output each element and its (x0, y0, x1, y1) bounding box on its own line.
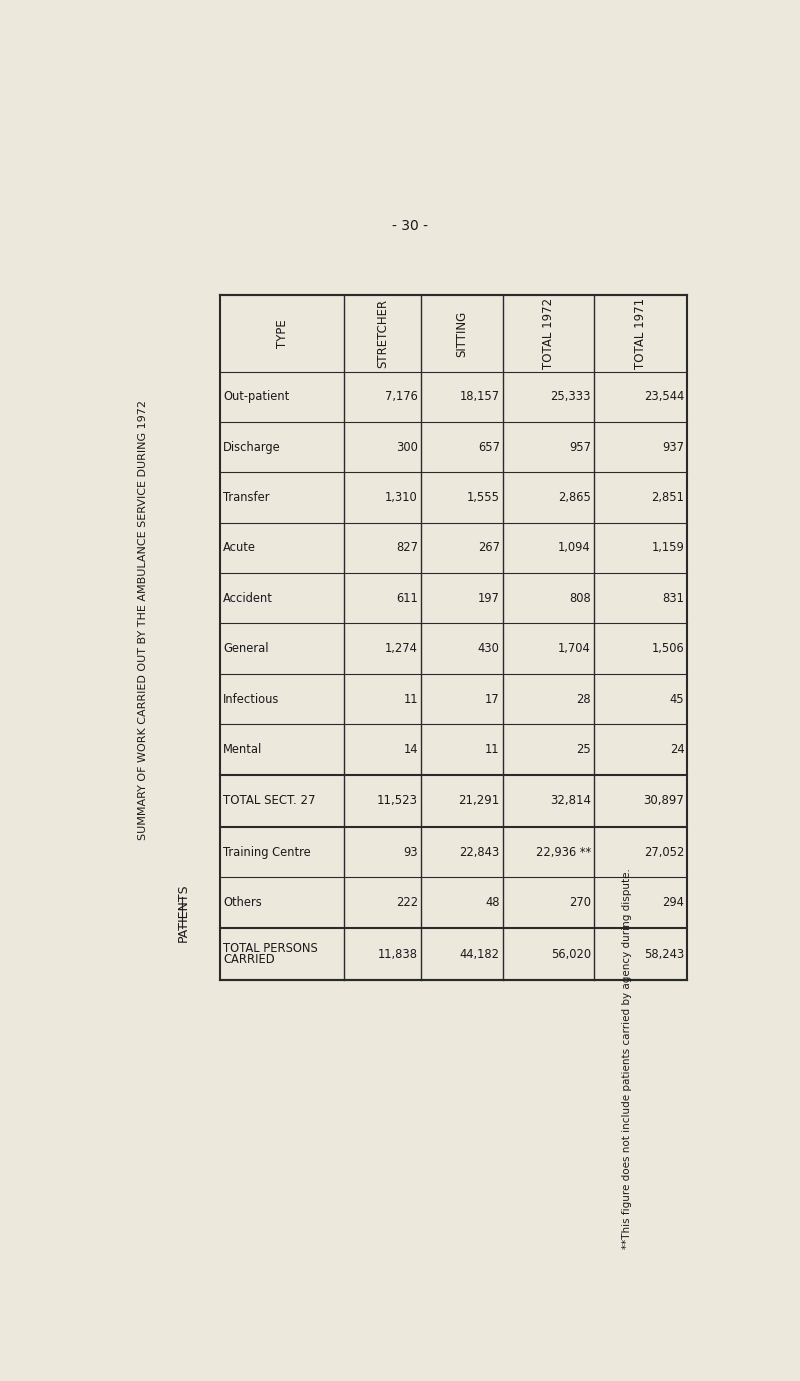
Text: 11: 11 (486, 743, 500, 755)
Text: CARRIED: CARRIED (223, 953, 275, 965)
Text: 14: 14 (403, 743, 418, 755)
Text: 222: 222 (396, 896, 418, 909)
Text: 1,159: 1,159 (652, 541, 684, 554)
Text: TOTAL 1971: TOTAL 1971 (634, 298, 647, 369)
Text: 24: 24 (670, 743, 684, 755)
Text: 2,865: 2,865 (558, 492, 591, 504)
Text: SITTING: SITTING (455, 311, 469, 356)
Text: - 30 -: - 30 - (392, 218, 428, 233)
Text: 2,851: 2,851 (651, 492, 684, 504)
Text: 430: 430 (478, 642, 500, 655)
Text: 48: 48 (486, 896, 500, 909)
Text: 45: 45 (670, 692, 684, 706)
Text: 827: 827 (396, 541, 418, 554)
Text: Mental: Mental (223, 743, 262, 755)
Text: 22,843: 22,843 (459, 845, 500, 859)
Text: 831: 831 (662, 592, 684, 605)
Text: 11: 11 (403, 692, 418, 706)
Text: 1,310: 1,310 (386, 492, 418, 504)
Text: 11,838: 11,838 (378, 947, 418, 961)
Text: 17: 17 (485, 692, 500, 706)
Text: 25,333: 25,333 (550, 391, 591, 403)
Text: 1,555: 1,555 (466, 492, 500, 504)
Text: SUMMARY OF WORK CARRIED OUT BY THE AMBULANCE SERVICE DURING 1972: SUMMARY OF WORK CARRIED OUT BY THE AMBUL… (138, 400, 148, 840)
Text: Transfer: Transfer (223, 492, 270, 504)
Text: TOTAL PERSONS: TOTAL PERSONS (223, 942, 318, 956)
Text: 25: 25 (576, 743, 591, 755)
Text: 957: 957 (569, 441, 591, 454)
Text: STRETCHER: STRETCHER (376, 298, 389, 367)
Text: 197: 197 (478, 592, 500, 605)
Text: 1,094: 1,094 (558, 541, 591, 554)
Text: 56,020: 56,020 (550, 947, 591, 961)
Text: 1,506: 1,506 (652, 642, 684, 655)
Text: TYPE: TYPE (275, 319, 289, 348)
Text: General: General (223, 642, 269, 655)
Text: 32,814: 32,814 (550, 794, 591, 808)
Text: 7,176: 7,176 (385, 391, 418, 403)
Text: Out-patient: Out-patient (223, 391, 290, 403)
Text: 44,182: 44,182 (460, 947, 500, 961)
Text: 937: 937 (662, 441, 684, 454)
Text: 23,544: 23,544 (644, 391, 684, 403)
Text: PATIENTS: PATIENTS (178, 884, 190, 942)
Text: Acute: Acute (223, 541, 256, 554)
Text: 1,704: 1,704 (558, 642, 591, 655)
Text: Discharge: Discharge (223, 441, 281, 454)
Text: 294: 294 (662, 896, 684, 909)
Text: 93: 93 (403, 845, 418, 859)
Text: 808: 808 (569, 592, 591, 605)
Text: TOTAL SECT. 27: TOTAL SECT. 27 (223, 794, 316, 808)
Text: Training Centre: Training Centre (223, 845, 311, 859)
Text: Others: Others (223, 896, 262, 909)
Text: Infectious: Infectious (223, 692, 280, 706)
Text: 30,897: 30,897 (643, 794, 684, 808)
Text: 11,523: 11,523 (377, 794, 418, 808)
Text: 28: 28 (576, 692, 591, 706)
Text: Accident: Accident (223, 592, 273, 605)
Text: 22,936 **: 22,936 ** (536, 845, 591, 859)
Text: 270: 270 (569, 896, 591, 909)
Text: 611: 611 (396, 592, 418, 605)
Text: 27,052: 27,052 (644, 845, 684, 859)
Text: 18,157: 18,157 (460, 391, 500, 403)
Text: **This figure does not include patients carried by agency during dispute.: **This figure does not include patients … (622, 869, 632, 1250)
Text: 657: 657 (478, 441, 500, 454)
Text: 267: 267 (478, 541, 500, 554)
Text: 300: 300 (396, 441, 418, 454)
Text: TOTAL 1972: TOTAL 1972 (542, 298, 555, 369)
Text: 58,243: 58,243 (644, 947, 684, 961)
Text: 21,291: 21,291 (458, 794, 500, 808)
Text: 1,274: 1,274 (385, 642, 418, 655)
